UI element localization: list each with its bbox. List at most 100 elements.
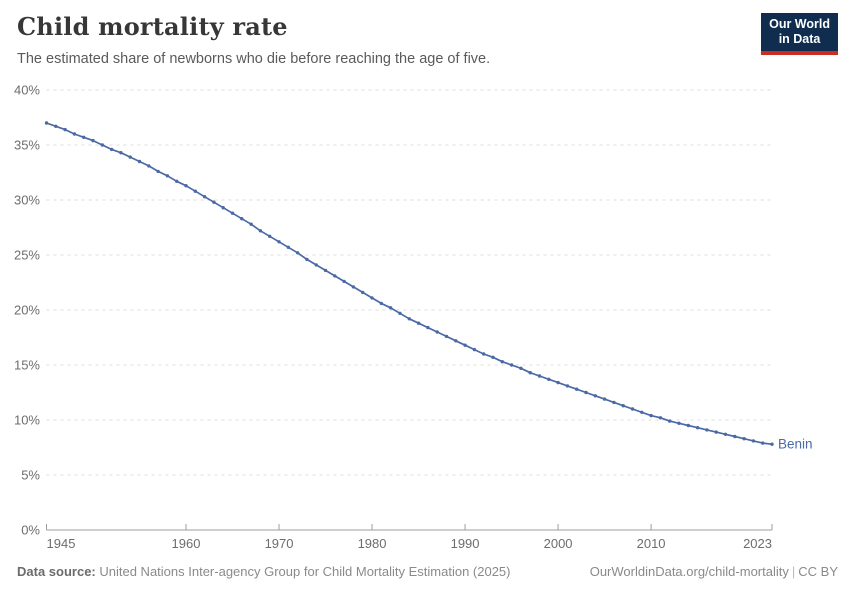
series-end-label[interactable]: Benin — [778, 437, 813, 452]
data-point — [686, 423, 690, 428]
data-point — [249, 222, 253, 226]
data-point — [82, 135, 86, 139]
y-axis-label: 15% — [14, 358, 40, 373]
data-point — [370, 296, 374, 300]
data-point — [147, 164, 151, 168]
data-point — [342, 279, 346, 284]
data-point — [407, 317, 411, 321]
data-point — [640, 410, 644, 414]
y-axis-label: 10% — [14, 413, 40, 428]
data-point — [295, 251, 300, 255]
data-point — [454, 339, 458, 343]
data-point — [565, 384, 570, 388]
y-axis-label: 5% — [21, 468, 40, 483]
x-axis-label: 2023 — [743, 536, 772, 551]
data-point — [91, 138, 95, 143]
chart-footer: Data source: United Nations Inter-agency… — [17, 564, 838, 579]
data-point — [240, 217, 244, 221]
data-point — [705, 428, 709, 432]
data-point — [314, 263, 318, 267]
data-point — [491, 355, 495, 359]
data-point — [72, 132, 77, 136]
data-point — [258, 229, 263, 233]
data-point — [621, 404, 625, 408]
data-point — [547, 377, 551, 381]
data-point — [435, 330, 439, 334]
data-point — [584, 390, 588, 395]
data-point — [109, 147, 114, 152]
data-point — [668, 419, 672, 423]
data-point — [677, 421, 681, 425]
data-point — [165, 174, 170, 178]
x-axis-label: 2010 — [637, 536, 666, 551]
data-point — [714, 430, 718, 434]
data-point — [463, 343, 467, 347]
data-point — [137, 159, 142, 164]
data-point — [761, 441, 765, 445]
data-point — [230, 211, 235, 215]
data-point — [426, 325, 430, 330]
data-point — [221, 206, 225, 210]
y-axis-label: 20% — [14, 303, 40, 318]
data-point — [556, 380, 560, 385]
data-point — [509, 363, 514, 367]
x-axis-label: 1970 — [265, 536, 294, 551]
data-point — [277, 240, 281, 244]
data-point — [323, 268, 328, 273]
data-point — [482, 352, 486, 356]
data-point — [472, 347, 477, 352]
footer-license: CC BY — [798, 564, 838, 579]
data-point — [54, 124, 58, 128]
data-point — [528, 371, 532, 375]
data-point — [649, 413, 653, 418]
data-point — [100, 143, 105, 147]
data-point — [416, 321, 421, 325]
footer-attribution: OurWorldinData.org/child-mortality | CC BY — [590, 564, 838, 579]
data-point — [658, 416, 663, 420]
data-point — [723, 432, 728, 436]
data-point — [333, 274, 337, 278]
data-point — [733, 434, 737, 439]
data-point — [388, 306, 393, 310]
data-point — [286, 245, 290, 249]
page-subtitle: The estimated share of newborns who die … — [17, 51, 491, 67]
x-axis-label: 1960 — [172, 536, 201, 551]
owid-logo[interactable]: Our World in Data — [761, 13, 838, 55]
data-point — [602, 397, 607, 401]
data-point — [695, 426, 700, 430]
data-source-text: United Nations Inter-agency Group for Ch… — [95, 564, 511, 579]
page-title: Child mortality rate — [17, 12, 288, 41]
owid-logo-line1: Our World — [769, 17, 830, 31]
data-point — [128, 155, 132, 159]
data-point — [212, 200, 216, 204]
data-point — [770, 442, 774, 446]
data-point — [202, 195, 207, 199]
footer-link[interactable]: OurWorldinData.org/child-mortality — [589, 564, 789, 579]
x-axis-label: 2000 — [544, 536, 573, 551]
data-point — [612, 400, 616, 405]
chart-svg[interactable]: 0% 5% 10% 15% 20% 25% 30% 35% 40% 1945 1960 1970 198… — [0, 80, 850, 560]
owid-logo-line2: in Data — [778, 32, 821, 47]
data-point — [751, 439, 756, 443]
data-point — [444, 334, 449, 339]
data-point — [268, 234, 272, 238]
benin-line[interactable] — [46, 122, 773, 446]
x-axis-label: 1990 — [451, 536, 480, 551]
data-point — [63, 127, 67, 132]
data-point — [44, 121, 49, 125]
data-point — [742, 437, 746, 441]
data-point — [630, 407, 635, 411]
y-axis-label: 40% — [14, 83, 40, 98]
y-axis-label: 30% — [14, 193, 40, 208]
data-point — [305, 257, 309, 262]
x-axis-label: 1980 — [358, 536, 387, 551]
data-point — [519, 366, 523, 370]
data-point — [184, 184, 188, 188]
data-point — [537, 374, 542, 378]
y-axis-label: 35% — [14, 138, 40, 153]
y-axis-label: 25% — [14, 248, 40, 263]
data-point — [361, 290, 365, 295]
data-point — [575, 387, 579, 391]
data-point — [379, 301, 383, 306]
data-point — [351, 285, 356, 289]
